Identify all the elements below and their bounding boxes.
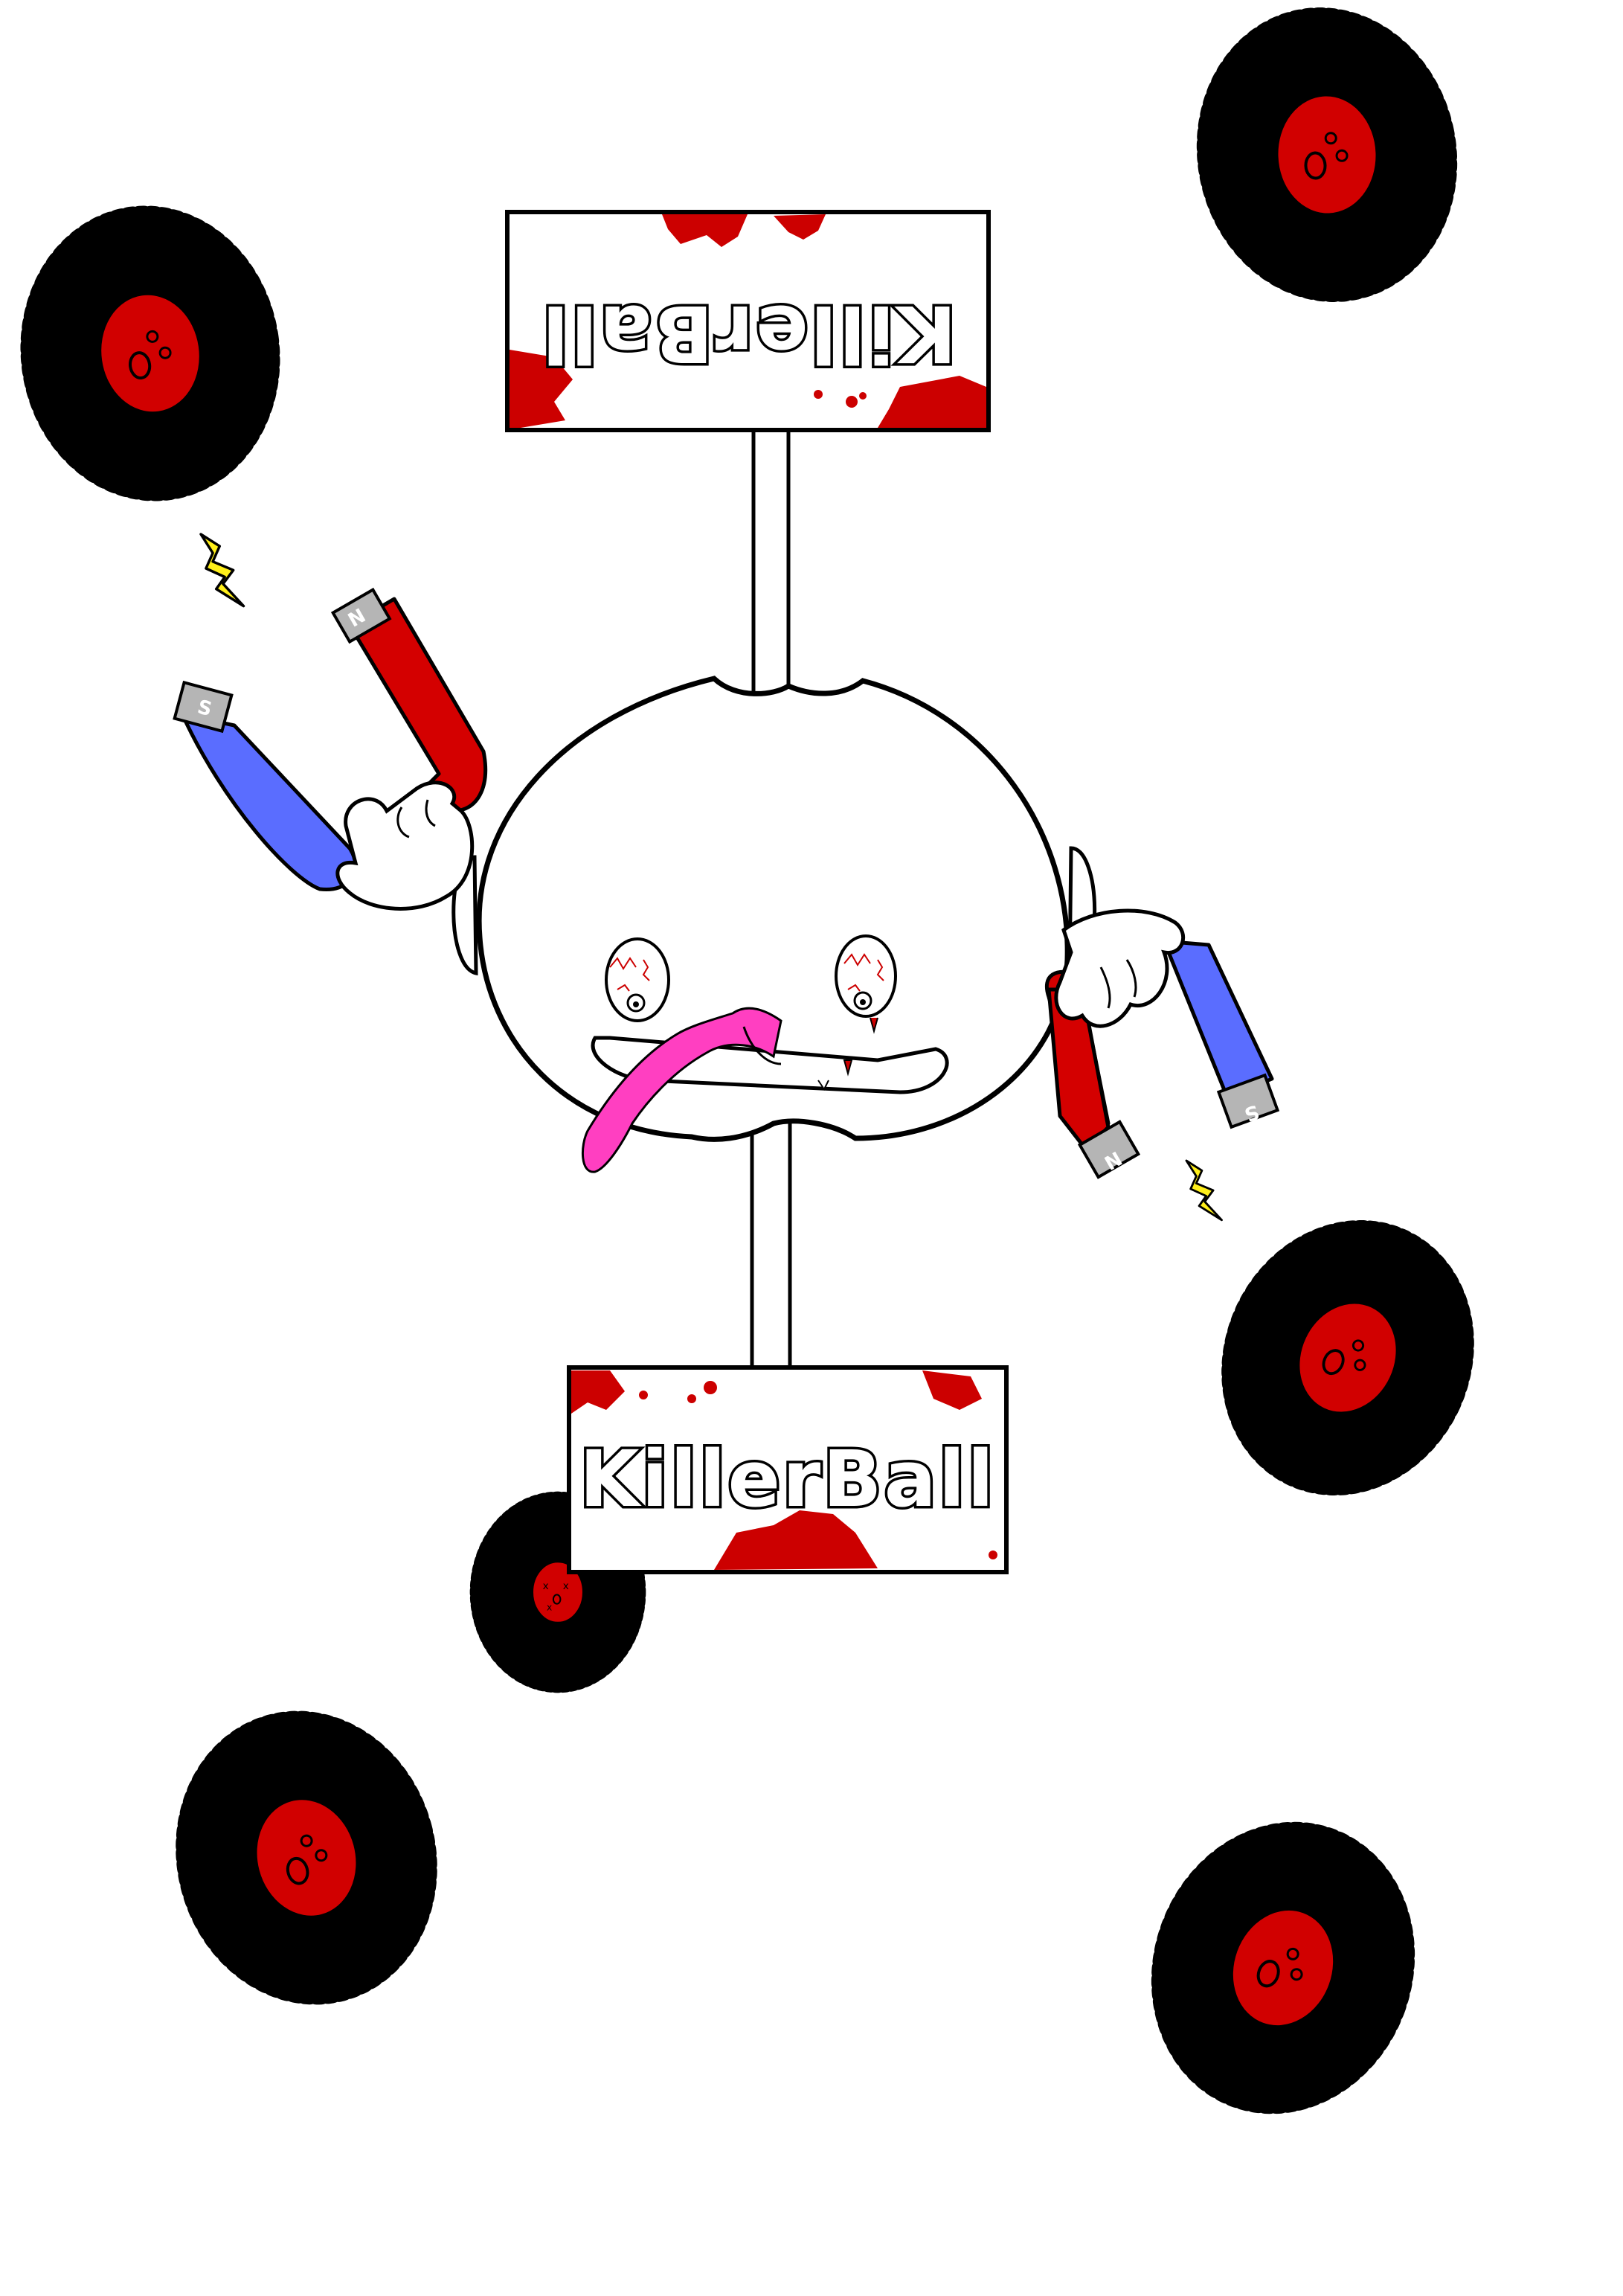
right-eye [835,934,897,1034]
blood-splatter [571,1370,997,1570]
right-hand [1054,908,1186,1028]
spark-bolt-left [199,533,245,608]
spark-bolt-right [1185,1159,1223,1222]
tire-top-right [1182,0,1472,314]
sign-bottom-text: KillerBall [579,1434,996,1524]
sign-top: KillerBall [505,210,991,432]
blood-splatter [510,214,986,428]
tire-bottom-right [1124,1798,1442,2138]
sign-bottom: KillerBall [567,1365,1009,1574]
tongue [581,1007,782,1173]
pole [750,426,792,1371]
left-hand [335,780,475,911]
sign-top-text: KillerBall [540,288,957,379]
magnet-left: N S [173,587,488,911]
left-eye [605,937,670,1022]
magnet-right: N S [1044,908,1280,1179]
tire-middle-right [1190,1191,1505,1524]
killerball-head [451,676,1097,1173]
tire-top-left [13,201,287,507]
tire-bottom-left [156,1694,457,2021]
